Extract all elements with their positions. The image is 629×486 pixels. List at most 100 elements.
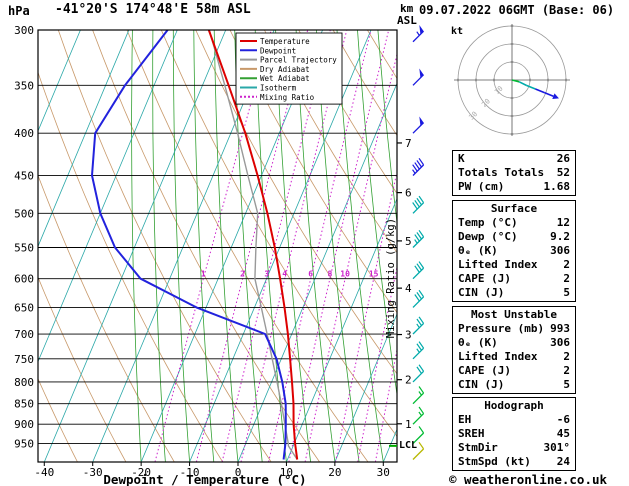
svg-text:5: 5 bbox=[405, 235, 412, 248]
svg-text:400: 400 bbox=[14, 127, 34, 140]
svg-text:300: 300 bbox=[14, 24, 34, 37]
stat-rows: Temp (°C) 12 Dewp (°C) 9.2 θₑ (K) 306 Lifted I… bbox=[453, 216, 575, 300]
stat-row: θₑ (K) 306 bbox=[453, 244, 575, 258]
svg-text:3: 3 bbox=[405, 329, 412, 342]
svg-text:3: 3 bbox=[264, 270, 269, 279]
svg-text:700: 700 bbox=[14, 328, 34, 341]
most-unstable-box: Most Unstable Pressure (mb) 993 θₑ (K) 306 L… bbox=[452, 306, 576, 394]
svg-text:1: 1 bbox=[405, 418, 412, 431]
wind-barbs bbox=[412, 25, 425, 460]
svg-text:800: 800 bbox=[14, 376, 34, 389]
svg-text:30: 30 bbox=[468, 110, 480, 122]
stat-label: Pressure (mb) bbox=[458, 322, 545, 335]
svg-text:600: 600 bbox=[14, 273, 34, 286]
svg-text:4: 4 bbox=[282, 270, 287, 279]
svg-text:1: 1 bbox=[201, 270, 206, 279]
stat-value: 24 bbox=[556, 455, 570, 468]
asl-label: ASL bbox=[397, 14, 417, 27]
stat-label: K bbox=[458, 152, 465, 165]
x-axis-label: Dewpoint / Temperature (°C) bbox=[103, 472, 307, 486]
svg-text:750: 750 bbox=[14, 353, 34, 366]
stat-label: CIN (J) bbox=[458, 286, 505, 299]
svg-text:2: 2 bbox=[240, 270, 245, 279]
svg-text:30: 30 bbox=[377, 466, 390, 479]
stat-row: EH -6 bbox=[453, 413, 575, 427]
svg-text:0: 0 bbox=[235, 466, 242, 479]
svg-text:450: 450 bbox=[14, 169, 34, 182]
stat-label: CAPE (J) bbox=[458, 272, 511, 285]
lcl-label: LCL bbox=[399, 440, 418, 451]
pressure-unit-label: hPa bbox=[8, 4, 30, 18]
stat-rows: Pressure (mb) 993 θₑ (K) 306 Lifted Index 2 CA… bbox=[453, 322, 575, 392]
stat-value: 52 bbox=[556, 166, 570, 179]
svg-text:950: 950 bbox=[14, 438, 34, 451]
svg-text:10: 10 bbox=[493, 85, 505, 97]
stat-label: CIN (J) bbox=[458, 378, 505, 391]
svg-text:10: 10 bbox=[280, 466, 293, 479]
station-title: -41°20'S 174°48'E 58m ASL bbox=[55, 2, 251, 17]
stat-value: 301° bbox=[543, 441, 571, 454]
stat-label: PW (cm) bbox=[458, 180, 505, 193]
hodograph-arrowhead bbox=[552, 93, 559, 99]
stat-row: CAPE (J) 2 bbox=[453, 272, 575, 286]
svg-text:7: 7 bbox=[405, 137, 412, 150]
stat-row: θₑ (K) 306 bbox=[453, 336, 575, 350]
stat-label: EH bbox=[458, 413, 472, 426]
stat-value: 2 bbox=[563, 364, 570, 377]
stat-value: 45 bbox=[556, 427, 570, 440]
svg-text:Wet Adiabat: Wet Adiabat bbox=[260, 74, 310, 83]
svg-text:Mixing Ratio: Mixing Ratio bbox=[260, 93, 315, 102]
temperature-curve bbox=[207, 30, 299, 460]
svg-text:Isotherm: Isotherm bbox=[260, 84, 297, 93]
dewpoint-curve bbox=[91, 30, 287, 460]
svg-text:550: 550 bbox=[14, 241, 34, 254]
svg-text:Temperature: Temperature bbox=[260, 37, 310, 46]
svg-text:900: 900 bbox=[14, 418, 34, 431]
temperature-axis-labels: -40 -30 -20 -10 0 10 20 30 bbox=[34, 462, 390, 479]
svg-text:-20: -20 bbox=[131, 466, 151, 479]
stat-label: Totals Totals bbox=[458, 166, 545, 179]
stat-value: 5 bbox=[563, 286, 570, 299]
stat-row: StmDir 301° bbox=[453, 441, 575, 455]
pressure-axis-labels: 300 350 400 450 500 550 600 650 700 750 800 850 900 9… bbox=[14, 24, 34, 451]
svg-text:850: 850 bbox=[14, 398, 34, 411]
svg-text:-30: -30 bbox=[83, 466, 103, 479]
stat-label: Lifted Index bbox=[458, 350, 538, 363]
stat-label: Temp (°C) bbox=[458, 216, 518, 229]
stat-value: 12 bbox=[556, 216, 570, 229]
mixing-ratio-value-labels: 1 2 3 4 6 8 10 15 bbox=[201, 270, 379, 279]
stat-label: CAPE (J) bbox=[458, 364, 511, 377]
stat-value: -6 bbox=[556, 413, 570, 426]
stat-value: 2 bbox=[563, 272, 570, 285]
svg-text:15: 15 bbox=[369, 270, 379, 279]
stat-value: 1.68 bbox=[543, 180, 571, 193]
stat-value: 9.2 bbox=[550, 230, 570, 243]
hodograph-box: Hodograph EH -6 SREH 45 StmDir 301° StmSpd (kt… bbox=[452, 397, 576, 471]
svg-text:8: 8 bbox=[327, 270, 332, 279]
stat-value: 2 bbox=[563, 350, 570, 363]
stat-label: θₑ (K) bbox=[458, 336, 498, 349]
stat-row: Lifted Index 2 bbox=[453, 258, 575, 272]
stat-value: 5 bbox=[563, 378, 570, 391]
svg-text:2: 2 bbox=[405, 374, 412, 387]
most-unstable-box-title: Most Unstable bbox=[470, 308, 558, 321]
stat-row: CIN (J) 5 bbox=[453, 378, 575, 392]
altitude-axis: 7 6 5 4 3 2 1 bbox=[389, 137, 412, 447]
stat-row: CAPE (J) 2 bbox=[453, 364, 575, 378]
svg-text:-40: -40 bbox=[34, 466, 54, 479]
stat-row: Totals Totals 52 bbox=[453, 166, 575, 180]
hodograph-box-title: Hodograph bbox=[484, 399, 544, 412]
copyright: © weatheronline.co.uk bbox=[449, 472, 608, 486]
stat-label: θₑ (K) bbox=[458, 244, 498, 257]
stat-row: SREH 45 bbox=[453, 427, 575, 441]
svg-text:350: 350 bbox=[14, 79, 34, 92]
stat-row: CIN (J) 5 bbox=[453, 286, 575, 300]
datetime-label: 09.07.2022 06GMT (Base: 06) bbox=[419, 3, 615, 17]
plot-border bbox=[37, 29, 398, 463]
stat-label: StmDir bbox=[458, 441, 498, 454]
stat-value: 26 bbox=[556, 152, 570, 165]
